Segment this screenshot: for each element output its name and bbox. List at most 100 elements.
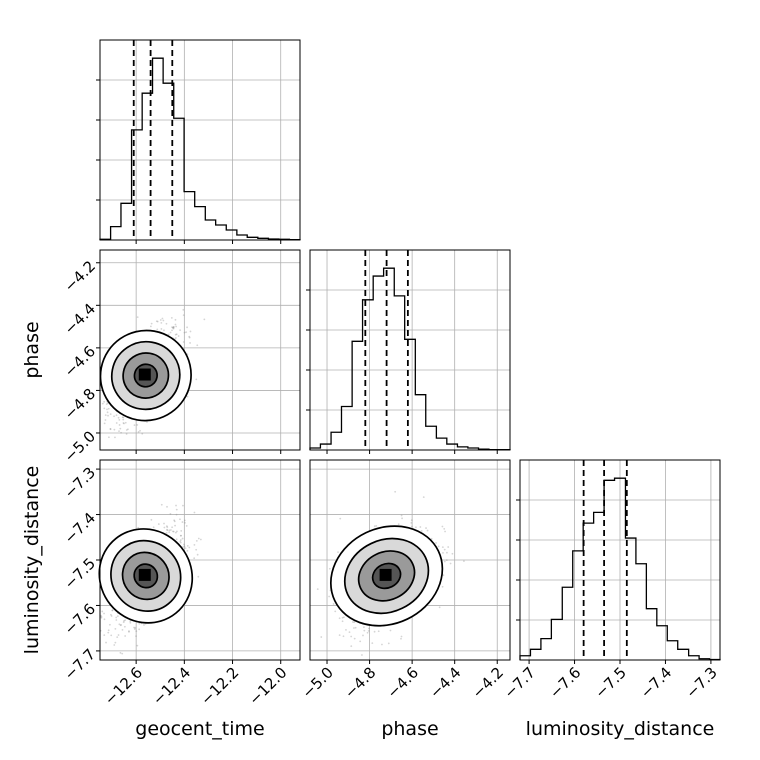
scatter-point	[103, 612, 105, 615]
scatter-point	[156, 328, 159, 331]
scatter-point	[166, 526, 169, 529]
scatter-point	[108, 436, 110, 439]
scatter-point	[172, 530, 174, 533]
scatter-point	[129, 620, 132, 623]
scatter-point	[375, 524, 378, 527]
scatter-point	[367, 627, 370, 630]
scatter-point	[123, 422, 125, 425]
scatter-point	[181, 521, 184, 523]
scatter-point	[463, 560, 465, 563]
scatter-point	[179, 534, 182, 537]
scatter-point	[122, 621, 125, 624]
scatter-point	[162, 319, 165, 322]
scatter-point	[172, 326, 175, 329]
y-tick-label: −4.2	[61, 257, 99, 295]
scatter-point	[124, 619, 127, 622]
scatter-point	[138, 628, 141, 631]
scatter-point	[443, 527, 446, 530]
scatter-point	[422, 496, 425, 499]
scatter-point	[179, 540, 182, 543]
scatter-point	[179, 539, 182, 541]
scatter-point	[172, 325, 175, 328]
scatter-point	[341, 620, 344, 623]
scatter-point	[100, 615, 103, 618]
scatter-point	[169, 529, 172, 531]
scatter-point	[114, 627, 117, 630]
scatter-point	[451, 552, 454, 555]
scatter-point	[361, 654, 363, 656]
scatter-point	[174, 333, 177, 336]
scatter-point	[150, 518, 153, 521]
scatter-point	[114, 641, 117, 644]
scatter-point	[120, 623, 122, 626]
scatter-point	[363, 626, 365, 629]
scatter-point	[389, 629, 392, 632]
scatter-point	[182, 314, 185, 317]
scatter-point	[353, 637, 356, 640]
scatter-point	[345, 628, 347, 631]
scatter-point	[118, 419, 121, 421]
scatter-point	[377, 630, 380, 633]
scatter-point	[332, 603, 335, 605]
scatter-point	[100, 616, 103, 619]
scatter-point	[438, 606, 441, 609]
y-tick-label: −7.7	[61, 645, 99, 683]
scatter-point	[115, 619, 118, 621]
scatter-point	[135, 630, 138, 633]
scatter-point	[106, 411, 109, 414]
scatter-point	[118, 430, 120, 432]
scatter-point	[182, 504, 184, 507]
scatter-point	[118, 424, 121, 426]
scatter-point	[125, 433, 128, 435]
scatter-point	[124, 421, 127, 424]
scatter-point	[159, 319, 162, 321]
scatter-point	[196, 344, 199, 347]
scatter-point	[337, 551, 339, 554]
x-tick-label: −7.5	[591, 664, 629, 702]
scatter-point	[350, 645, 353, 648]
scatter-point	[394, 490, 397, 493]
scatter-point	[316, 588, 319, 591]
y-tick-label: −4.8	[61, 385, 99, 423]
scatter-point	[367, 630, 370, 632]
scatter-point	[401, 517, 403, 520]
scatter-point	[172, 327, 175, 330]
scatter-point	[161, 317, 164, 320]
scatter-point	[160, 328, 163, 330]
density-peak	[138, 368, 151, 381]
x-tick-label: −4.8	[341, 664, 379, 702]
scatter-point	[110, 615, 113, 617]
scatter-point	[419, 526, 422, 528]
scatter-point	[186, 544, 189, 547]
scatter-point	[125, 429, 128, 431]
scatter-point	[133, 628, 136, 630]
scatter-point	[171, 329, 173, 332]
scatter-point	[197, 575, 200, 578]
scatter-point	[165, 525, 168, 528]
panel-luminosity-distance-luminosity-distance: −7.7 −7.6 −7.5 −7.4 −7.3	[500, 459, 721, 702]
y-tick-label: −7.6	[61, 600, 99, 638]
panel-phase-phase	[306, 249, 511, 454]
scatter-point	[152, 526, 155, 529]
scatter-point	[141, 432, 144, 435]
scatter-point	[129, 621, 132, 624]
x-tick-label: −12.6	[101, 664, 146, 709]
scatter-point	[127, 428, 129, 431]
scatter-point	[156, 320, 159, 323]
x-tick-label: −5.0	[298, 664, 336, 702]
y-tick-label: −7.3	[61, 463, 99, 501]
scatter-point	[103, 618, 106, 621]
scatter-point	[441, 585, 444, 588]
scatter-point	[116, 615, 119, 618]
scatter-point	[107, 407, 110, 410]
scatter-point	[362, 634, 364, 637]
scatter-point	[338, 617, 341, 620]
x-tick-label: −7.4	[637, 664, 675, 702]
scatter-point	[174, 531, 177, 534]
scatter-point	[373, 630, 376, 633]
scatter-point	[447, 546, 450, 548]
scatter-point	[119, 427, 122, 430]
scatter-point	[137, 431, 140, 433]
y-tick-label: −7.5	[61, 554, 99, 592]
scatter-point	[104, 414, 107, 417]
